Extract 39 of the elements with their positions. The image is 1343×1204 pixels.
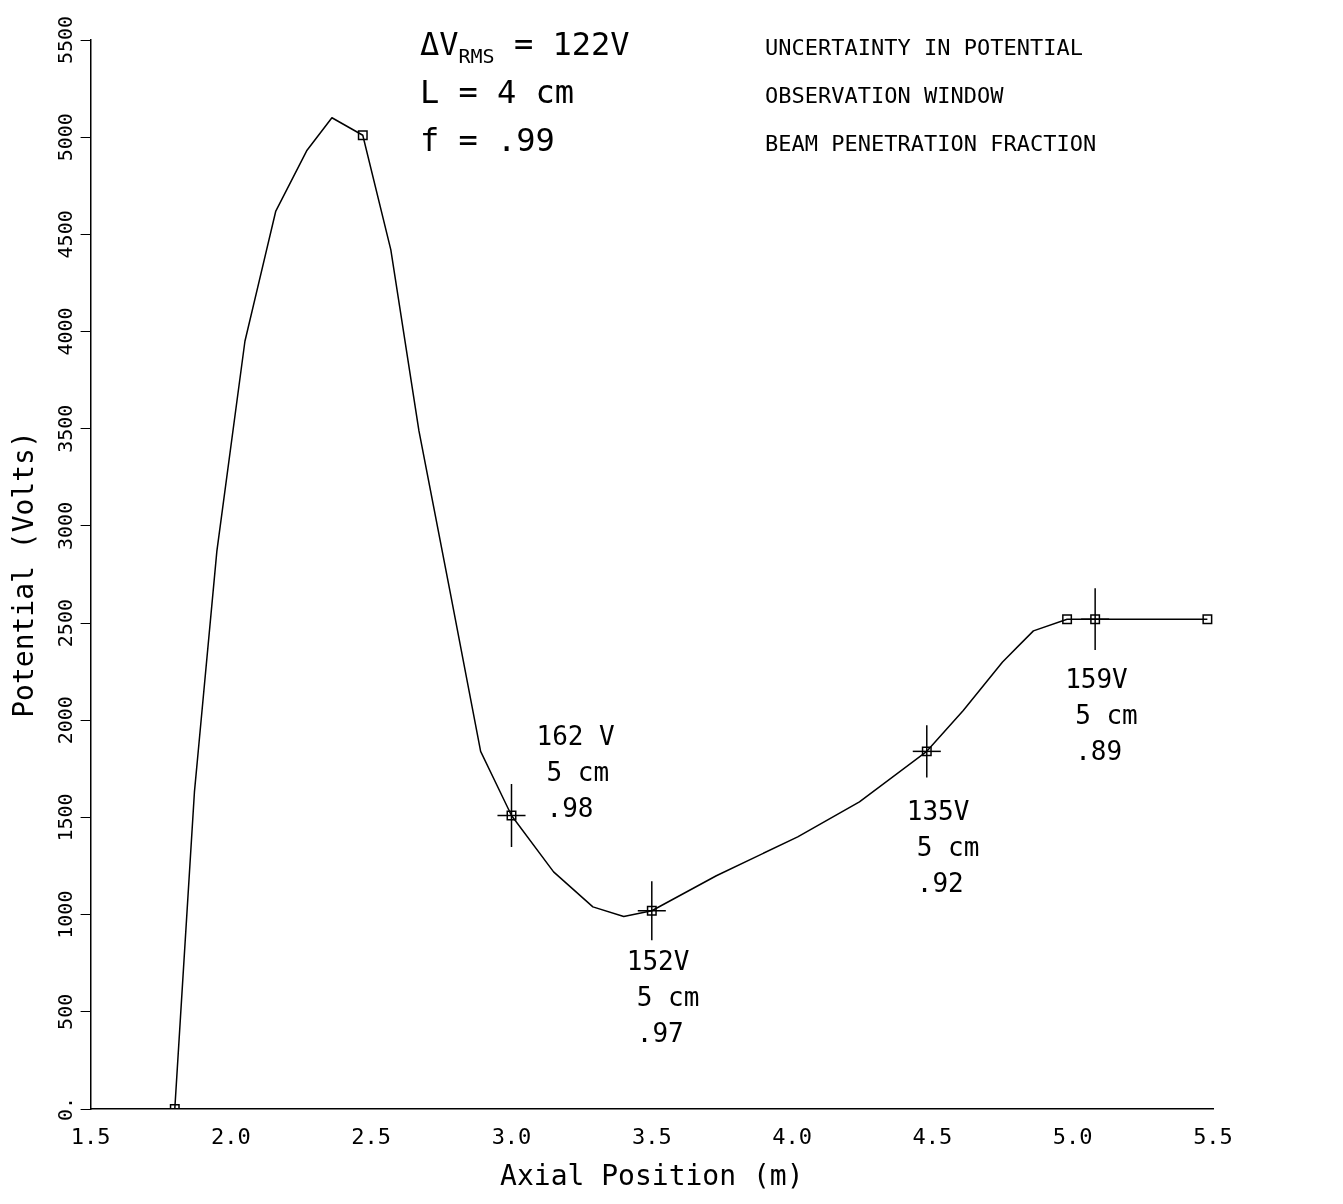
x-tick-label: 3.0	[491, 1123, 532, 1149]
y-tick-label: 5500	[52, 15, 77, 65]
y-tick-label: 5000	[52, 113, 77, 162]
x-tick-label: 3.5	[631, 1123, 672, 1149]
point	[921, 746, 932, 757]
x-tick-label: 4.0	[772, 1123, 812, 1149]
point	[506, 810, 517, 821]
point	[646, 905, 657, 916]
y-tick-label: 4500	[52, 210, 77, 259]
point	[1202, 614, 1213, 625]
point	[357, 130, 368, 141]
x-tick-label: 5.5	[1193, 1123, 1233, 1149]
point	[1062, 614, 1073, 625]
x-tick-label: 2.0	[211, 1123, 251, 1149]
x-tick-label: 5.0	[1052, 1123, 1093, 1149]
annotation: BEAM PENETRATION FRACTION	[765, 131, 1097, 156]
annotation: OBSERVATION WINDOW	[765, 83, 1005, 108]
x-axis-title: Axial Position (m)	[500, 1159, 804, 1193]
x-tick-label: 2.5	[351, 1123, 392, 1149]
x-tick-label: 4.5	[912, 1123, 953, 1149]
y-tick-label: 1000	[52, 890, 77, 939]
y-tick-label: 4000	[52, 307, 77, 356]
y-tick-label: 2500	[52, 599, 77, 648]
annotation: f = .99	[420, 121, 555, 159]
y-tick-label: 0.	[52, 1096, 77, 1122]
annotation: 152V 5 cm .97	[626, 945, 700, 1048]
annotation: L = 4 cm	[420, 73, 575, 111]
y-tick-label: 500	[52, 993, 77, 1030]
annotation: 135V 5 cm .92	[906, 796, 980, 899]
annotation: 162 V 5 cm .98	[536, 720, 615, 823]
annotation: 159V 5 cm .89	[1065, 664, 1138, 767]
point	[1090, 614, 1101, 625]
x-tick-label: 1.5	[70, 1123, 111, 1149]
annotation: UNCERTAINTY IN POTENTIAL	[765, 35, 1083, 60]
y-tick-label: 2000	[52, 696, 77, 745]
y-tick-label: 3000	[52, 501, 77, 550]
y-tick-label: 1500	[52, 793, 77, 842]
y-axis-title: Potential (Volts)	[7, 431, 41, 718]
y-tick-label: 3500	[52, 404, 77, 453]
